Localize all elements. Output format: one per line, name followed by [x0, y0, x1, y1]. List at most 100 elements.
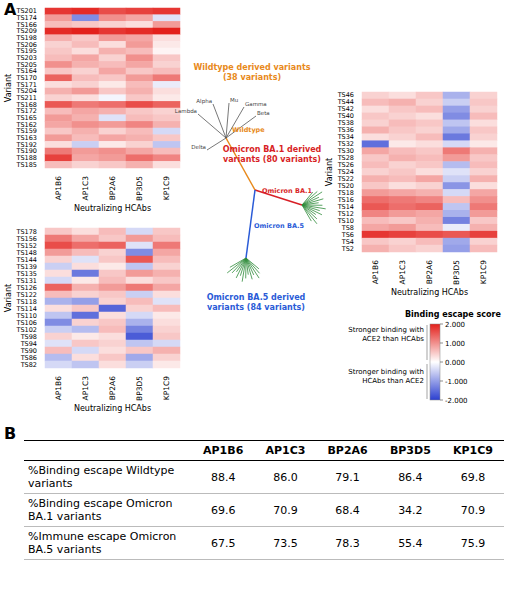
svg-text:TS20: TS20 — [337, 181, 354, 190]
svg-text:Variant: Variant — [4, 284, 13, 312]
svg-text:BP3D5: BP3D5 — [135, 376, 144, 401]
html-text:75.9: 75.9 — [460, 536, 486, 550]
html-text:70.9: 70.9 — [273, 503, 298, 517]
html-text:86.4: 86.4 — [398, 470, 423, 484]
svg-text:TS164: TS164 — [16, 67, 37, 76]
svg-text:Alpha: Alpha — [196, 98, 212, 105]
svg-text:AP1B6: AP1B6 — [54, 376, 63, 401]
svg-text:TS201: TS201 — [16, 7, 37, 16]
svg-text:HCAbs than ACE2: HCAbs than ACE2 — [362, 377, 424, 385]
svg-text:Delta: Delta — [191, 144, 206, 150]
svg-text:AP1C3: AP1C3 — [398, 260, 407, 285]
svg-text:TS44: TS44 — [337, 98, 354, 107]
html-text:BP3D5: BP3D5 — [389, 444, 431, 457]
svg-text:Binding escape score: Binding escape score — [405, 310, 501, 319]
html-text:70.9: 70.9 — [460, 503, 486, 517]
html-text:88.4: 88.4 — [210, 470, 236, 484]
svg-text:Omicron BA.1: Omicron BA.1 — [262, 187, 313, 195]
svg-text:TS82: TS82 — [20, 361, 37, 369]
html-text:%Immune escape Omicron BA.5 va: %Immune escape Omicron BA.5 variants — [28, 530, 177, 556]
svg-text:TS30: TS30 — [337, 147, 354, 156]
html-text:A: A — [4, 0, 17, 19]
svg-text:2.000: 2.000 — [445, 321, 465, 329]
html-text:67.5: 67.5 — [210, 536, 236, 550]
svg-text:Omicron BA.5 derived: Omicron BA.5 derived — [207, 293, 306, 302]
svg-text:Stronger binding with: Stronger binding with — [348, 368, 424, 376]
svg-text:TS172: TS172 — [16, 107, 37, 116]
svg-text:AP1B6: AP1B6 — [371, 260, 380, 285]
html-text:86.0: 86.0 — [273, 470, 298, 484]
svg-text:TS166: TS166 — [16, 20, 37, 29]
svg-text:AP1C3: AP1C3 — [81, 176, 90, 201]
html-text:KP1C9: KP1C9 — [453, 444, 493, 457]
svg-text:1.000: 1.000 — [445, 340, 465, 348]
svg-text:Neutralizing HCAbs: Neutralizing HCAbs — [74, 204, 151, 213]
svg-text:BP2A6: BP2A6 — [108, 176, 117, 201]
svg-text:TS46: TS46 — [337, 91, 354, 100]
html-text:%Binding escape Omicron BA.1 v: %Binding escape Omicron BA.1 variants — [28, 497, 173, 523]
svg-text:Variant: Variant — [4, 74, 13, 102]
svg-text:Omicron BA.1 derived: Omicron BA.1 derived — [223, 145, 322, 154]
svg-text:Stronger binding with: Stronger binding with — [348, 326, 424, 334]
svg-text:BP3D5: BP3D5 — [135, 176, 144, 201]
html-text:%Binding escape Wildtype varia: %Binding escape Wildtype variants — [28, 464, 175, 490]
svg-text:KP1C9: KP1C9 — [162, 176, 171, 200]
svg-text:TS168: TS168 — [16, 100, 37, 109]
svg-text:TS42: TS42 — [337, 105, 354, 114]
svg-text:BP2A6: BP2A6 — [425, 260, 434, 285]
svg-text:BP3D5: BP3D5 — [452, 260, 461, 285]
html-text:BP2A6: BP2A6 — [327, 444, 368, 457]
svg-text:0.000: 0.000 — [445, 359, 465, 367]
html-text:79.1: 79.1 — [335, 470, 360, 484]
svg-text:TS204: TS204 — [16, 87, 37, 96]
svg-text:TS205: TS205 — [16, 60, 37, 69]
svg-text:variants (84 variants): variants (84 variants) — [207, 303, 305, 312]
html-text:73.5: 73.5 — [273, 536, 298, 550]
svg-text:TS2: TS2 — [341, 245, 354, 253]
svg-text:TS28: TS28 — [337, 154, 354, 163]
svg-text:TS162: TS162 — [16, 120, 37, 129]
svg-text:Neutralizing HCAbs: Neutralizing HCAbs — [391, 288, 468, 297]
html-text:AP1B6: AP1B6 — [203, 444, 244, 457]
svg-text:TS34: TS34 — [337, 133, 354, 142]
html-text:AP1C3: AP1C3 — [265, 444, 306, 457]
html-text:34.2: 34.2 — [398, 503, 423, 517]
svg-text:TS192: TS192 — [16, 140, 37, 149]
svg-text:Omicron BA.5: Omicron BA.5 — [254, 222, 305, 230]
svg-text:variants (80 variants): variants (80 variants) — [223, 155, 321, 164]
html-text:68.4: 68.4 — [335, 503, 360, 517]
html-text:69.8: 69.8 — [460, 470, 486, 484]
html-text:69.6: 69.6 — [210, 503, 236, 517]
svg-text:Gamma: Gamma — [245, 101, 267, 107]
svg-text:TS206: TS206 — [16, 40, 37, 49]
svg-text:TS32: TS32 — [337, 140, 354, 149]
svg-text:Mu: Mu — [230, 97, 238, 103]
html-text:78.3: 78.3 — [335, 536, 360, 550]
svg-text:TS171: TS171 — [16, 80, 37, 89]
svg-text:AP1B6: AP1B6 — [54, 176, 63, 201]
html-text:55.4: 55.4 — [398, 536, 423, 550]
svg-text:TS209: TS209 — [16, 27, 37, 36]
svg-text:TS195: TS195 — [16, 47, 37, 56]
svg-text:ACE2 than HCAbs: ACE2 than HCAbs — [362, 335, 424, 343]
svg-text:Wildtype: Wildtype — [232, 126, 265, 134]
svg-text:TS185: TS185 — [15, 161, 37, 169]
svg-text:Beta: Beta — [257, 110, 270, 116]
svg-text:Variant: Variant — [325, 158, 334, 186]
svg-text:-1.000: -1.000 — [445, 378, 468, 386]
svg-text:TS36: TS36 — [337, 126, 354, 135]
svg-text:KP1C9: KP1C9 — [479, 260, 488, 284]
svg-text:KP1C9: KP1C9 — [162, 376, 171, 400]
svg-text:AP1C3: AP1C3 — [81, 376, 90, 401]
svg-text:(38 variants): (38 variants) — [223, 73, 281, 82]
svg-text:Neutralizing HCAbs: Neutralizing HCAbs — [74, 404, 151, 413]
svg-text:TS40: TS40 — [337, 112, 354, 121]
svg-text:TS190: TS190 — [16, 147, 37, 156]
svg-text:TS159: TS159 — [16, 127, 37, 136]
svg-text:Wildtype derived variants: Wildtype derived variants — [194, 63, 311, 72]
svg-text:BP2A6: BP2A6 — [108, 376, 117, 401]
html-text:B: B — [4, 424, 17, 443]
svg-text:Lambda: Lambda — [175, 108, 197, 114]
svg-text:-2.000: -2.000 — [445, 397, 468, 405]
svg-text:TS38: TS38 — [337, 119, 354, 128]
